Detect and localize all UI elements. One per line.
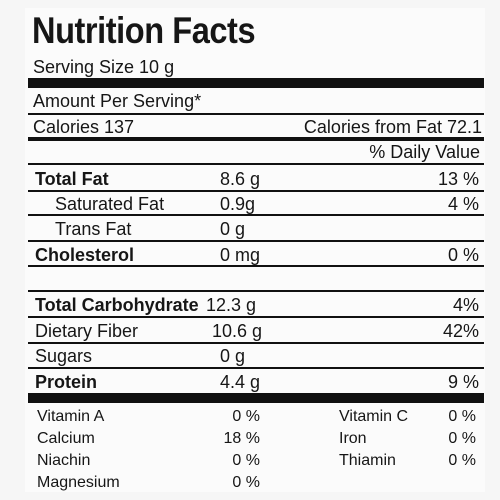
nutrient-dv: 4% [452,295,479,315]
vitamin-name: Calcium [37,430,95,447]
divider-thick [28,393,484,403]
divider [28,290,484,292]
label-title: Nutrition Facts [32,10,256,51]
vitamin-value: 0 % [448,430,476,447]
nutrient-amount: 0 g [220,219,246,239]
calories: Calories 137 [33,117,135,137]
divider [28,214,484,216]
divider [28,113,484,115]
divider [28,342,484,344]
nutrient-dv: 4 % [447,194,479,214]
nutrient-amount: 10.6 g [212,321,263,341]
divider [28,163,484,165]
nutrient-amount: 8.6 g [220,169,261,189]
nutrient-label: Cholesterol [35,245,135,265]
divider [28,316,484,318]
nutrient-dv: 0 % [447,245,479,265]
vitamin-value: 0 % [232,474,260,491]
serving-size: Serving Size 10 g [33,57,175,77]
nutrient-amount: 0.9g [220,194,256,214]
vitamin-name: Vitamin C [339,408,409,425]
nutrient-dv: 9 % [447,372,479,392]
divider [28,190,484,192]
nutrient-dv: 13 % [437,169,479,189]
divider [28,367,484,369]
nutrient-label: Protein [35,372,98,392]
nutrient-amount: 0 g [220,346,246,366]
nutrient-dv: 42% [442,321,479,341]
vitamin-value: 18 % [223,430,260,447]
divider-thick [28,78,484,88]
nutrient-label: Sugars [35,346,93,366]
vitamin-value: 0 % [448,452,476,469]
nutrient-label: Trans Fat [55,219,132,239]
divider [28,265,484,267]
vitamin-name: Iron [339,430,367,447]
nutrient-label: Total Carbohydrate [35,295,199,315]
calories-from-fat: Calories from Fat 72.1 [303,117,482,137]
vitamin-name: Vitamin A [37,408,105,425]
nutrient-amount: 0 mg [220,245,261,265]
vitamin-name: Niachin [37,452,91,469]
nutrient-amount: 12.3 g [206,295,257,315]
nutrient-amount: 4.4 g [220,372,261,392]
vitamin-value: 0 % [232,408,260,425]
amount-per-serving: Amount Per Serving* [33,91,202,111]
nutrient-label: Saturated Fat [55,194,165,214]
vitamin-name: Thiamin [339,452,396,469]
nutrition-label [25,8,485,492]
divider [28,240,484,242]
divider [28,137,484,141]
daily-value-header: % Daily Value [369,142,480,162]
vitamin-value: 0 % [232,452,260,469]
vitamin-name: Magnesium [37,474,120,491]
nutrient-label: Total Fat [35,169,109,189]
nutrient-label: Dietary Fiber [35,321,139,341]
vitamin-value: 0 % [448,408,476,425]
